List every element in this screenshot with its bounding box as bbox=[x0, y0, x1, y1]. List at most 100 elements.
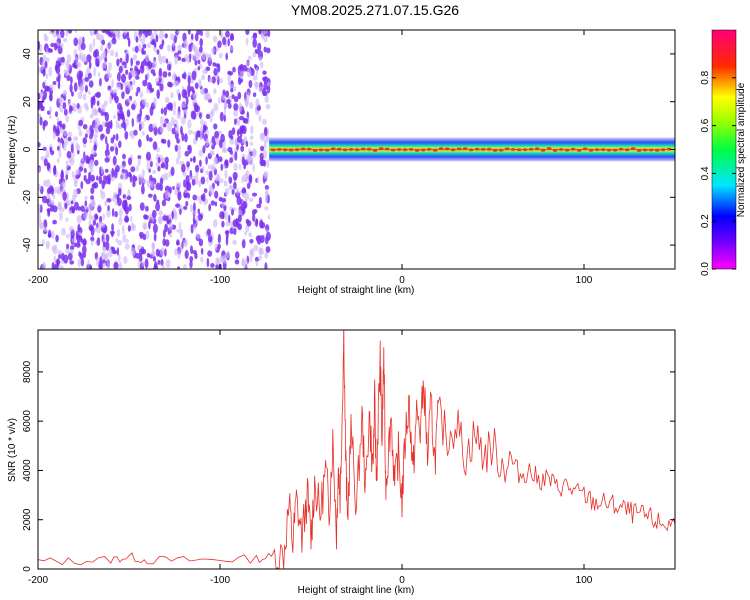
signal-peak bbox=[558, 148, 564, 151]
noise-speckle bbox=[61, 180, 66, 188]
noise-speckle bbox=[214, 201, 218, 207]
noise-speckle bbox=[254, 256, 260, 262]
noise-speckle bbox=[259, 157, 264, 167]
noise-speckle bbox=[147, 193, 153, 198]
noise-speckle bbox=[102, 50, 107, 59]
noise-speckle bbox=[91, 97, 96, 106]
noise-speckle bbox=[203, 125, 207, 131]
noise-speckle bbox=[250, 125, 254, 135]
noise-speckle bbox=[174, 54, 179, 65]
noise-speckle bbox=[111, 37, 117, 45]
noise-speckle bbox=[38, 184, 42, 192]
noise-speckle bbox=[55, 111, 58, 118]
snr-y-label: SNR (10 * v/v) bbox=[7, 418, 18, 482]
noise-speckle bbox=[121, 91, 125, 99]
noise-speckle bbox=[88, 61, 92, 69]
noise-speckle bbox=[207, 235, 213, 243]
noise-speckle bbox=[77, 91, 83, 100]
noise-speckle bbox=[53, 165, 57, 176]
y-tick-label: 2000 bbox=[22, 508, 33, 531]
noise-speckle bbox=[101, 121, 106, 127]
noise-speckle bbox=[190, 33, 194, 40]
noise-speckle bbox=[99, 77, 102, 87]
noise-speckle bbox=[179, 243, 183, 251]
noise-speckle bbox=[93, 144, 97, 152]
noise-speckle bbox=[134, 45, 139, 54]
noise-speckle bbox=[211, 144, 216, 150]
noise-speckle bbox=[54, 42, 58, 51]
noise-speckle bbox=[54, 64, 59, 72]
snr-x-axis: -200 -100 0 100 bbox=[28, 330, 593, 586]
noise-speckle bbox=[128, 157, 132, 166]
noise-speckle bbox=[130, 57, 133, 67]
noise-speckle bbox=[65, 174, 68, 181]
noise-speckle bbox=[139, 202, 145, 211]
noise-speckle bbox=[42, 81, 46, 89]
signal-peak bbox=[294, 148, 300, 152]
noise-speckle bbox=[73, 136, 79, 142]
noise-speckle bbox=[50, 230, 55, 239]
noise-speckle bbox=[212, 62, 217, 67]
noise-speckle bbox=[106, 209, 111, 218]
noise-speckle bbox=[199, 132, 203, 141]
noise-speckle bbox=[168, 222, 173, 232]
noise-speckle bbox=[208, 203, 212, 212]
noise-speckle bbox=[42, 54, 47, 62]
snr-y-axis: 0 2000 4000 6000 8000 bbox=[22, 360, 675, 572]
noise-speckle bbox=[208, 164, 211, 170]
noise-speckle bbox=[160, 138, 165, 144]
noise-speckle bbox=[246, 220, 252, 227]
noise-speckle bbox=[256, 106, 261, 111]
noise-speckle bbox=[136, 165, 139, 172]
noise-speckle bbox=[237, 91, 242, 100]
noise-speckle bbox=[113, 191, 118, 199]
noise-speckle bbox=[114, 211, 118, 218]
noise-speckle bbox=[233, 181, 237, 190]
noise-speckle bbox=[48, 66, 53, 77]
noise-speckle bbox=[58, 141, 62, 150]
noise-speckle bbox=[68, 226, 74, 232]
noise-speckle bbox=[201, 166, 205, 172]
noise-speckle bbox=[235, 187, 240, 195]
noise-speckle bbox=[105, 126, 111, 135]
signal-peak bbox=[288, 148, 294, 152]
signal-peak bbox=[576, 149, 582, 152]
noise-speckle bbox=[84, 195, 88, 201]
noise-speckle bbox=[245, 140, 249, 147]
noise-speckle bbox=[172, 80, 178, 87]
noise-speckle bbox=[115, 146, 119, 156]
noise-speckle bbox=[116, 58, 120, 67]
noise-speckle bbox=[162, 71, 168, 78]
noise-speckle bbox=[175, 157, 180, 165]
noise-speckle bbox=[76, 240, 81, 246]
noise-speckle bbox=[144, 258, 149, 269]
noise-speckle bbox=[65, 160, 69, 169]
noise-speckle bbox=[171, 210, 174, 220]
noise-speckle bbox=[264, 206, 269, 211]
noise-speckle bbox=[141, 261, 146, 267]
noise-speckle bbox=[177, 144, 182, 151]
snr-x-label: Height of straight line (km) bbox=[298, 585, 415, 596]
noise-speckle bbox=[208, 53, 212, 62]
noise-speckle bbox=[176, 228, 181, 233]
noise-speckle bbox=[60, 56, 65, 63]
noise-speckle bbox=[188, 176, 193, 181]
noise-speckle bbox=[100, 252, 105, 257]
noise-speckle bbox=[90, 195, 95, 200]
noise-speckle bbox=[102, 213, 105, 221]
noise-speckle bbox=[247, 55, 252, 61]
noise-speckle bbox=[220, 163, 223, 171]
noise-speckle bbox=[126, 31, 130, 41]
noise-speckle bbox=[77, 223, 81, 232]
noise-speckle bbox=[198, 78, 202, 89]
noise-speckle bbox=[78, 70, 84, 79]
noise-speckle bbox=[238, 163, 242, 170]
noise-speckle bbox=[159, 83, 164, 92]
noise-speckle bbox=[115, 51, 118, 58]
signal-peak bbox=[600, 148, 606, 152]
noise-speckle bbox=[193, 131, 197, 137]
noise-speckle bbox=[63, 108, 68, 116]
noise-speckle bbox=[151, 251, 156, 257]
noise-speckle bbox=[260, 145, 265, 152]
x-tick-label: -100 bbox=[210, 575, 230, 586]
